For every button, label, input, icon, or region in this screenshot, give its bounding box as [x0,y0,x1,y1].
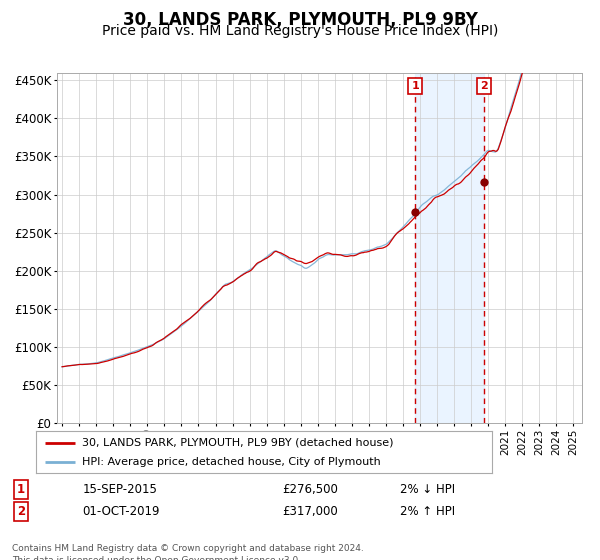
Text: Contains HM Land Registry data © Crown copyright and database right 2024.
This d: Contains HM Land Registry data © Crown c… [12,544,364,560]
Text: 30, LANDS PARK, PLYMOUTH, PL9 9BY (detached house): 30, LANDS PARK, PLYMOUTH, PL9 9BY (detac… [82,437,393,447]
Text: 1: 1 [411,81,419,91]
Text: £317,000: £317,000 [283,505,338,517]
Text: 2: 2 [480,81,488,91]
Text: 2% ↓ HPI: 2% ↓ HPI [400,483,455,496]
Text: £276,500: £276,500 [283,483,338,496]
Text: 2% ↑ HPI: 2% ↑ HPI [400,505,455,517]
Text: HPI: Average price, detached house, City of Plymouth: HPI: Average price, detached house, City… [82,457,380,467]
Text: Price paid vs. HM Land Registry's House Price Index (HPI): Price paid vs. HM Land Registry's House … [102,24,498,38]
Text: 30, LANDS PARK, PLYMOUTH, PL9 9BY: 30, LANDS PARK, PLYMOUTH, PL9 9BY [122,11,478,29]
Text: 2: 2 [17,505,25,517]
Bar [415,73,484,423]
Text: 1: 1 [17,483,25,496]
Text: 15-SEP-2015: 15-SEP-2015 [82,483,157,496]
Text: 01-OCT-2019: 01-OCT-2019 [82,505,160,517]
